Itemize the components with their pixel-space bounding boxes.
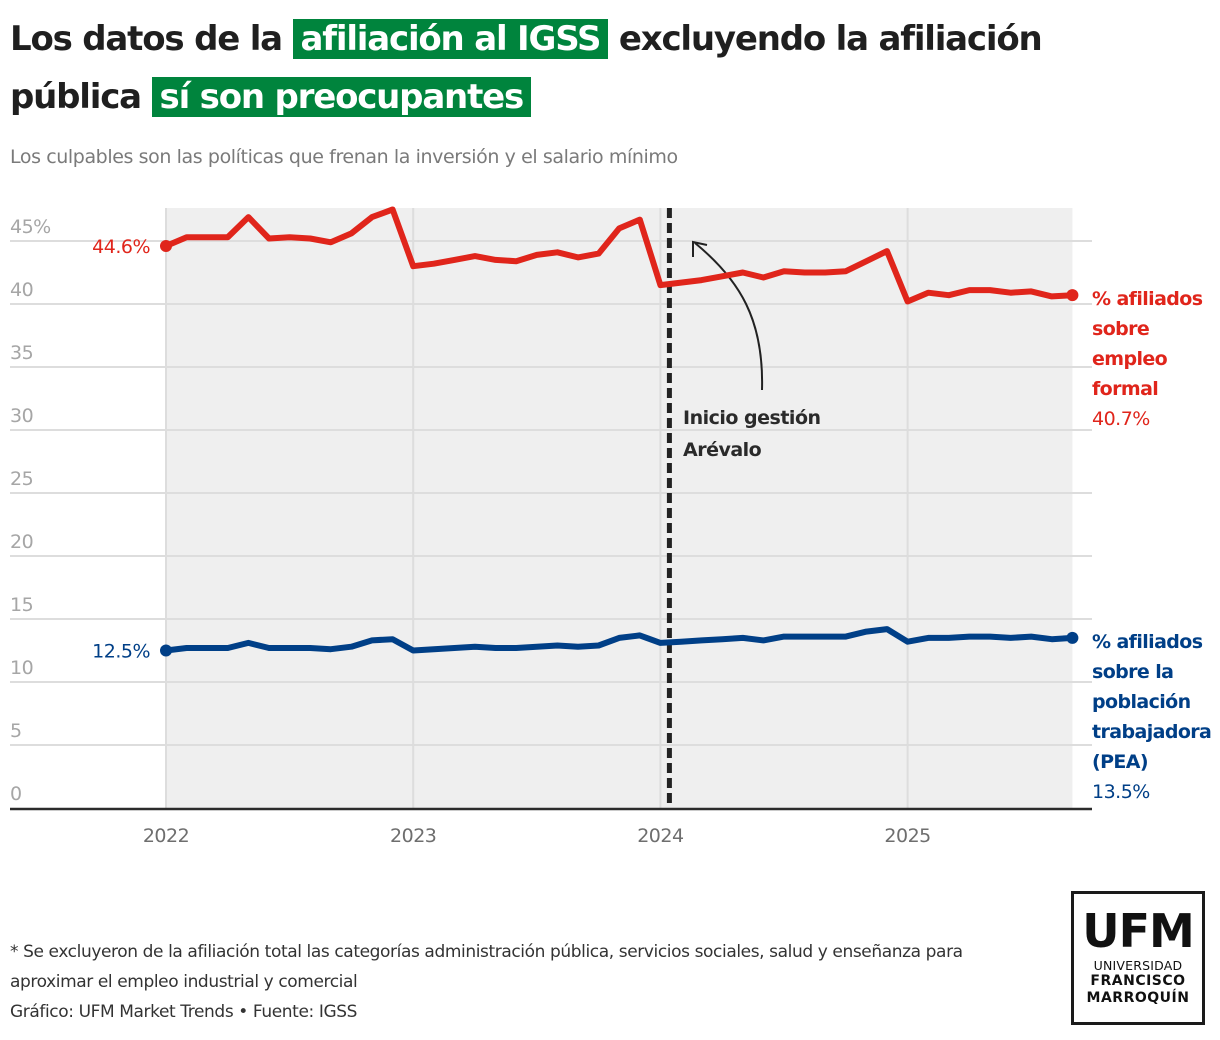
line-chart: 45% 40 35 30 25 20 15 10 5 0 2022 2023 2024 2025 Inic…	[10, 206, 1212, 847]
source-credit: Gráfico: UFM Market Trends • Fuente: IGS…	[10, 1002, 358, 1022]
x-tick-label: 2024	[637, 825, 684, 847]
y-tick-label: 25	[10, 468, 33, 490]
ufm-logo: UFM UNIVERSIDAD FRANCISCO MARROQUÍN	[1071, 891, 1205, 1025]
title-highlight: afiliación al IGSS	[292, 19, 609, 59]
series-legend-label: población	[1092, 691, 1191, 713]
series-legend-label: % afiliados	[1092, 288, 1203, 310]
logo-line: FRANCISCO	[1090, 973, 1186, 989]
y-tick-label: 10	[10, 657, 33, 679]
logo-line: MARROQUÍN	[1086, 990, 1190, 1006]
y-tick-label: 0	[10, 783, 22, 805]
y-tick-label: 5	[10, 720, 22, 742]
series-legend-label: sobre	[1092, 318, 1149, 340]
y-tick-label: 30	[10, 405, 33, 427]
series-legend-label: % afiliados	[1092, 631, 1203, 653]
series-legend-label: (PEA)	[1092, 751, 1148, 773]
annotation-text: Inicio gestión	[683, 407, 821, 429]
arrowhead-icon	[692, 240, 708, 257]
series-start-label: 44.6%	[92, 236, 150, 258]
chart-subtitle: Los culpables son las políticas que fren…	[10, 146, 678, 168]
series-start-label: 12.5%	[92, 641, 150, 663]
y-tick-label: 35	[10, 342, 33, 364]
plot-background	[166, 208, 1073, 808]
chart-title: Los datos de la afiliación al IGSS exclu…	[10, 10, 1160, 126]
annotation-text: Arévalo	[683, 439, 762, 461]
series-start-marker	[160, 644, 172, 657]
x-tick-label: 2025	[884, 825, 930, 847]
y-tick-label: 40	[10, 279, 33, 301]
series-legend-label: trabajadora	[1092, 721, 1211, 743]
x-tick-label: 2023	[390, 825, 436, 847]
annotation-arrow	[694, 242, 764, 391]
y-tick-label: 45%	[10, 216, 51, 238]
series-legend-label: sobre la	[1092, 661, 1173, 683]
series-legend-label: empleo	[1092, 348, 1168, 370]
footnote: * Se excluyeron de la afiliación total l…	[10, 942, 963, 992]
series-end-marker	[1066, 289, 1079, 302]
series-legend-label: formal	[1092, 378, 1158, 400]
logo-line: UNIVERSIDAD	[1093, 958, 1183, 973]
series-start-marker	[160, 240, 172, 253]
title-highlight: sí son preocupantes	[151, 77, 532, 117]
series-end-marker	[1066, 631, 1079, 644]
series-end-value-label: 13.5%	[1092, 781, 1150, 803]
title-part: excluyendo la afiliación pública	[10, 19, 1043, 117]
x-tick-label: 2022	[143, 825, 189, 847]
y-tick-label: 20	[10, 531, 33, 553]
series-end-value-label: 40.7%	[1092, 408, 1150, 430]
title-part: Los datos de la	[10, 19, 293, 59]
y-tick-label: 15	[10, 594, 33, 616]
logo-acronym: UFM	[1082, 904, 1195, 958]
